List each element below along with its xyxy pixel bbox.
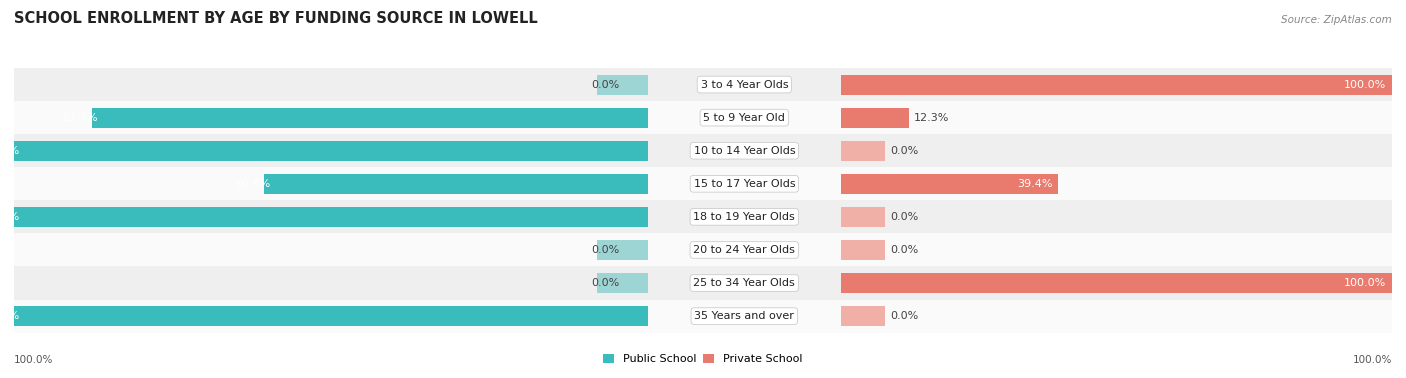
Text: 100.0%: 100.0% — [0, 146, 21, 156]
Text: 100.0%: 100.0% — [1344, 278, 1386, 288]
Bar — [841, 306, 884, 326]
Bar — [841, 68, 1392, 101]
Legend: Public School, Private School: Public School, Private School — [599, 350, 807, 369]
Bar — [841, 141, 884, 161]
Bar — [14, 300, 648, 333]
Bar — [14, 234, 648, 266]
Text: 12.3%: 12.3% — [914, 113, 949, 122]
Text: 0.0%: 0.0% — [890, 212, 918, 222]
Bar — [841, 234, 1392, 266]
Bar — [14, 306, 648, 326]
Text: 5 to 9 Year Old: 5 to 9 Year Old — [703, 113, 786, 122]
Text: 0.0%: 0.0% — [890, 311, 918, 321]
Text: 25 to 34 Year Olds: 25 to 34 Year Olds — [693, 278, 796, 288]
Text: 3 to 4 Year Olds: 3 to 4 Year Olds — [700, 80, 789, 90]
Bar — [14, 68, 648, 101]
Bar — [648, 134, 841, 167]
Bar — [648, 266, 841, 299]
Bar — [841, 200, 1392, 234]
Text: 100.0%: 100.0% — [14, 355, 53, 365]
Bar — [14, 207, 648, 227]
Text: 39.4%: 39.4% — [1017, 179, 1053, 189]
Bar — [841, 167, 1392, 200]
Bar — [841, 75, 1392, 94]
Text: 20 to 24 Year Olds: 20 to 24 Year Olds — [693, 245, 796, 255]
Bar — [841, 300, 1392, 333]
Bar — [841, 266, 1392, 299]
Text: 87.7%: 87.7% — [63, 113, 98, 122]
Bar — [598, 75, 648, 94]
Bar — [648, 101, 841, 134]
Text: 0.0%: 0.0% — [591, 245, 619, 255]
Bar — [648, 68, 841, 101]
Text: 100.0%: 100.0% — [1344, 80, 1386, 90]
Text: 100.0%: 100.0% — [1353, 355, 1392, 365]
Text: 15 to 17 Year Olds: 15 to 17 Year Olds — [693, 179, 796, 189]
Bar — [598, 273, 648, 293]
Bar — [841, 174, 1057, 194]
Bar — [648, 200, 841, 234]
Text: 100.0%: 100.0% — [0, 212, 21, 222]
Text: 60.6%: 60.6% — [235, 179, 270, 189]
Bar — [841, 273, 1392, 293]
Text: 0.0%: 0.0% — [890, 146, 918, 156]
Bar — [841, 108, 908, 128]
Text: 100.0%: 100.0% — [0, 311, 21, 321]
Bar — [841, 134, 1392, 167]
Bar — [14, 101, 648, 134]
Bar — [648, 300, 841, 333]
Text: 0.0%: 0.0% — [890, 245, 918, 255]
Bar — [841, 207, 884, 227]
Bar — [14, 141, 648, 161]
Text: 35 Years and over: 35 Years and over — [695, 311, 794, 321]
Text: 18 to 19 Year Olds: 18 to 19 Year Olds — [693, 212, 796, 222]
Bar — [14, 266, 648, 299]
Text: SCHOOL ENROLLMENT BY AGE BY FUNDING SOURCE IN LOWELL: SCHOOL ENROLLMENT BY AGE BY FUNDING SOUR… — [14, 11, 538, 26]
Bar — [841, 240, 884, 260]
Text: Source: ZipAtlas.com: Source: ZipAtlas.com — [1281, 15, 1392, 25]
Bar — [648, 167, 841, 200]
Bar — [598, 240, 648, 260]
Bar — [14, 134, 648, 167]
Bar — [14, 167, 648, 200]
Text: 0.0%: 0.0% — [591, 80, 619, 90]
Bar — [14, 200, 648, 234]
Bar — [841, 101, 1392, 134]
Bar — [648, 234, 841, 266]
Bar — [264, 174, 648, 194]
Bar — [91, 108, 648, 128]
Text: 0.0%: 0.0% — [591, 278, 619, 288]
Text: 10 to 14 Year Olds: 10 to 14 Year Olds — [693, 146, 796, 156]
